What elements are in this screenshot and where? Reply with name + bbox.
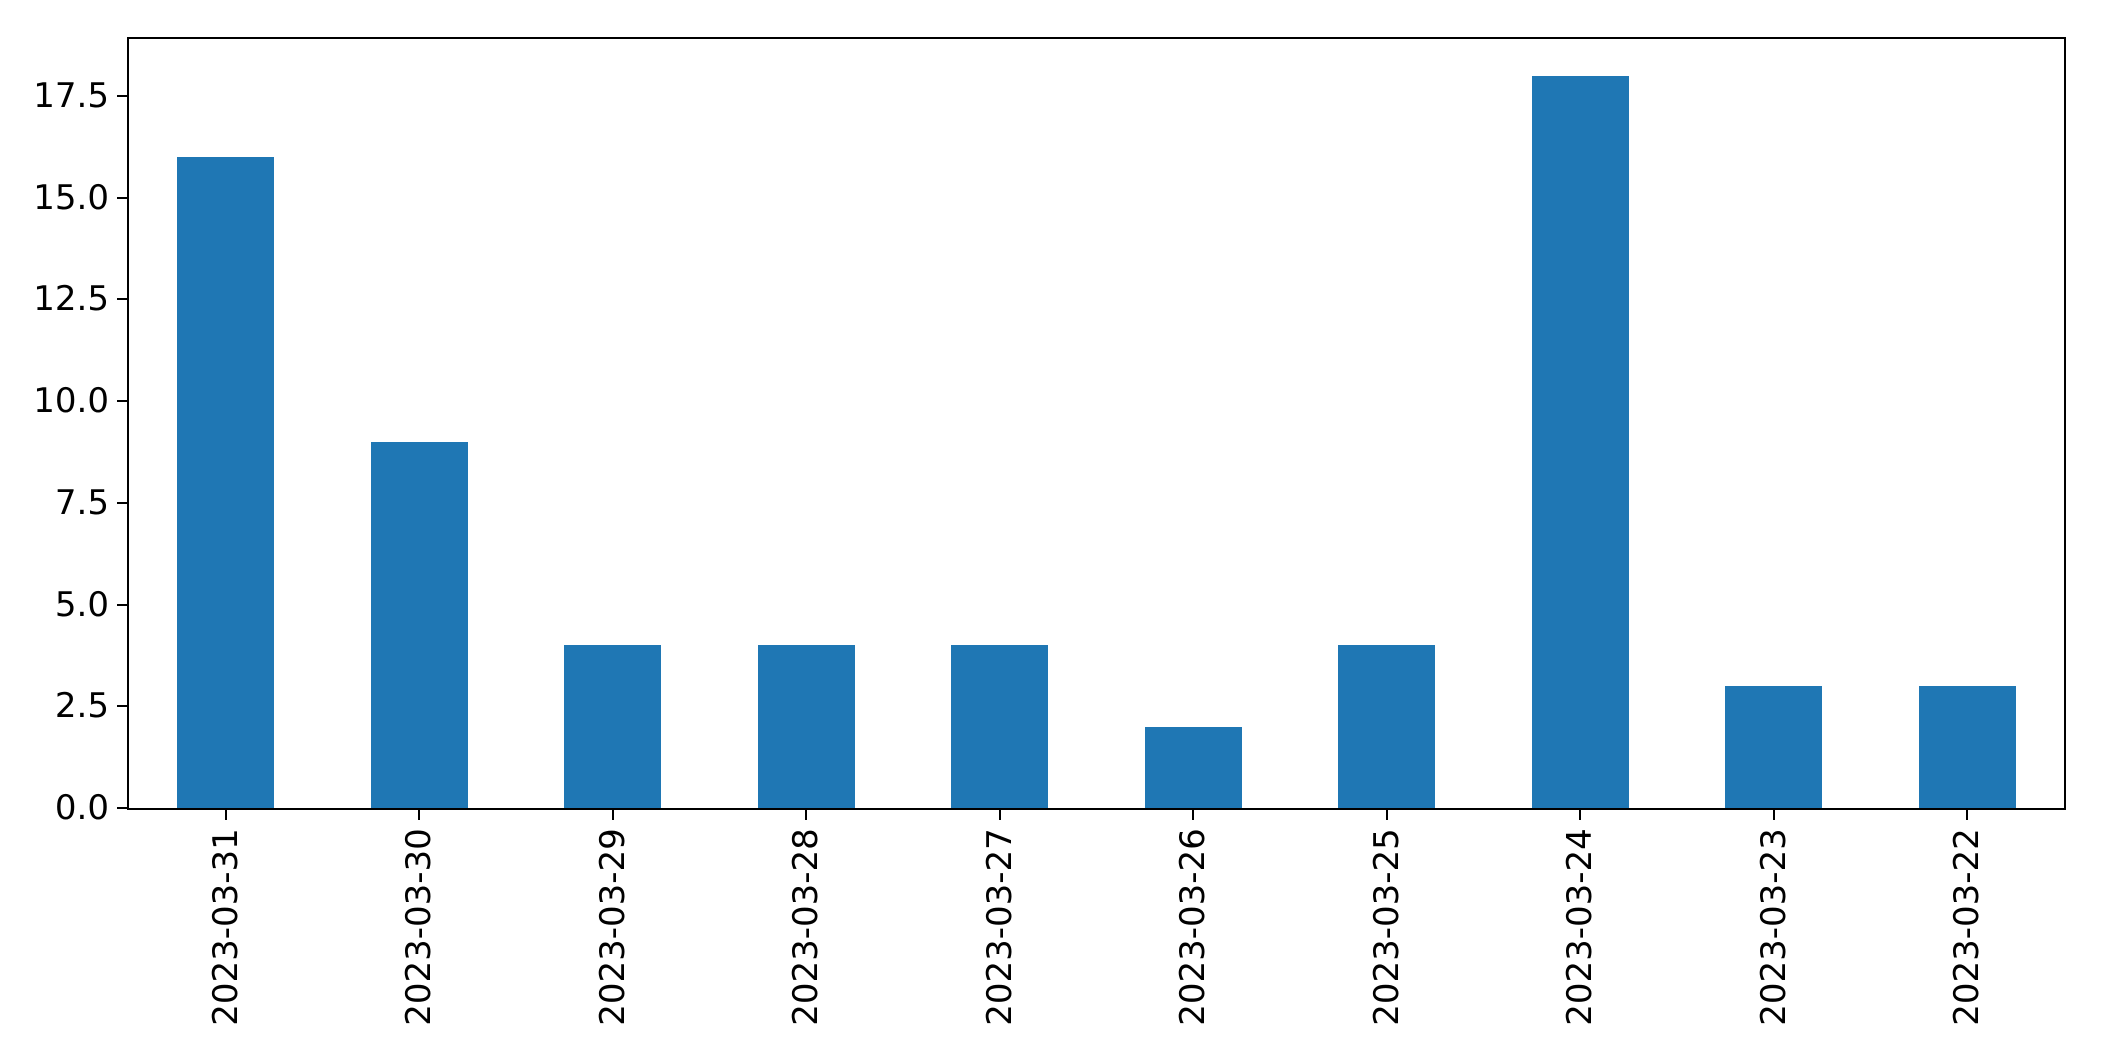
y-tick-label: 17.5 [33, 75, 109, 116]
bar-2023-03-25 [1338, 645, 1436, 808]
y-tick-mark [117, 196, 127, 199]
y-tick-mark [117, 94, 127, 97]
x-tick-mark [1192, 810, 1195, 820]
x-tick-label: 2023-03-30 [399, 828, 440, 1026]
y-tick-label: 7.5 [54, 482, 109, 523]
bar-2023-03-29 [564, 645, 662, 808]
x-tick-label: 2023-03-22 [1947, 828, 1988, 1026]
y-tick-mark [117, 400, 127, 403]
x-tick-mark [418, 810, 421, 820]
bar-2023-03-22 [1918, 685, 2016, 808]
bar-2023-03-23 [1725, 685, 1823, 808]
y-tick-mark [117, 705, 127, 708]
y-tick-label: 15.0 [33, 177, 109, 218]
x-tick-label: 2023-03-27 [979, 828, 1020, 1026]
x-tick-label: 2023-03-29 [592, 828, 633, 1026]
x-tick-label: 2023-03-25 [1366, 828, 1407, 1026]
y-tick-mark [117, 603, 127, 606]
x-tick-mark [998, 810, 1001, 820]
x-tick-mark [805, 810, 808, 820]
x-tick-label: 2023-03-31 [205, 828, 246, 1026]
bar-2023-03-28 [757, 645, 855, 808]
x-tick-mark [611, 810, 614, 820]
bar-2023-03-27 [951, 645, 1049, 808]
x-tick-mark [1966, 810, 1969, 820]
y-tick-label: 10.0 [33, 381, 109, 422]
x-tick-label: 2023-03-26 [1173, 828, 1214, 1026]
bar-2023-03-30 [370, 441, 468, 808]
x-tick-label: 2023-03-23 [1753, 828, 1794, 1026]
x-tick-mark [1772, 810, 1775, 820]
x-tick-label: 2023-03-28 [786, 828, 827, 1026]
bar-2023-03-26 [1144, 726, 1242, 808]
y-tick-label: 5.0 [54, 584, 109, 625]
y-tick-label: 2.5 [54, 686, 109, 727]
y-tick-mark [117, 501, 127, 504]
x-tick-mark [1579, 810, 1582, 820]
y-tick-mark [117, 807, 127, 809]
y-tick-label: 0.0 [54, 788, 109, 828]
x-tick-mark [224, 810, 227, 820]
bar-2023-03-24 [1531, 75, 1629, 808]
y-tick-label: 12.5 [33, 279, 109, 320]
plot-area [127, 37, 2066, 810]
bar-2023-03-31 [177, 157, 275, 808]
y-tick-mark [117, 298, 127, 301]
x-tick-label: 2023-03-24 [1560, 828, 1601, 1026]
x-tick-mark [1385, 810, 1388, 820]
